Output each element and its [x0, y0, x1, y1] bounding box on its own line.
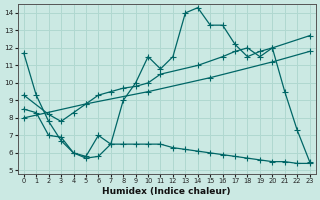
X-axis label: Humidex (Indice chaleur): Humidex (Indice chaleur) [102, 187, 231, 196]
